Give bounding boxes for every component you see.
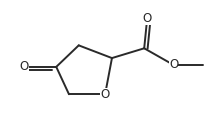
Text: O: O (101, 88, 110, 101)
Text: O: O (143, 12, 152, 25)
Text: O: O (169, 58, 178, 71)
Text: O: O (19, 60, 29, 73)
